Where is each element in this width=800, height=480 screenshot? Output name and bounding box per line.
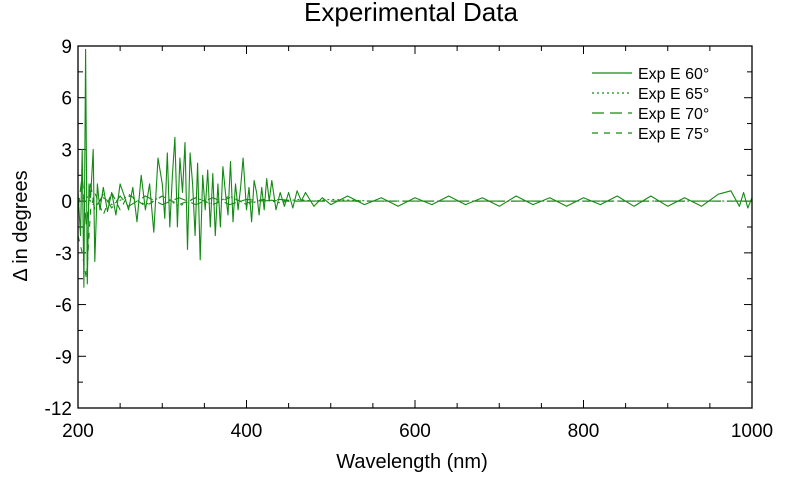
x-axis-label: Wavelength (nm) bbox=[336, 451, 488, 473]
chart-title: Experimental Data bbox=[304, 0, 518, 27]
legend-label: Exp E 60° bbox=[638, 66, 709, 83]
plot-frame bbox=[77, 45, 753, 409]
x-tick-label: 400 bbox=[231, 421, 263, 442]
y-tick-label: 9 bbox=[61, 37, 72, 58]
legend-label: Exp E 70° bbox=[638, 106, 709, 123]
x-tick-label: 800 bbox=[568, 421, 600, 442]
y-tick-label: -6 bbox=[55, 296, 72, 317]
y-tick-label: 6 bbox=[61, 89, 72, 110]
series-line-2 bbox=[78, 195, 752, 207]
x-tick-label: 600 bbox=[399, 421, 431, 442]
legend-label: Exp E 75° bbox=[638, 126, 709, 143]
y-tick-label: -12 bbox=[45, 399, 72, 420]
y-tick-label: 3 bbox=[61, 140, 72, 161]
series-line-4 bbox=[78, 191, 752, 280]
axis-ticks: 200 400 600 800 1000 9 6 3 0 -3 -6 -9 -12 bbox=[45, 37, 774, 442]
legend: Exp E 60° Exp E 65° Exp E 70° Exp E 75° bbox=[592, 66, 709, 143]
y-axis-label: Δ in degrees bbox=[10, 170, 32, 281]
legend-label: Exp E 65° bbox=[638, 86, 709, 103]
x-tick-label: 1000 bbox=[731, 421, 773, 442]
y-tick-label: 0 bbox=[61, 192, 72, 213]
y-tick-label: -9 bbox=[55, 347, 72, 368]
series-lines bbox=[78, 48, 752, 288]
series-line-1 bbox=[78, 48, 752, 288]
x-tick-label: 200 bbox=[62, 421, 94, 442]
y-tick-label: -3 bbox=[55, 244, 72, 265]
